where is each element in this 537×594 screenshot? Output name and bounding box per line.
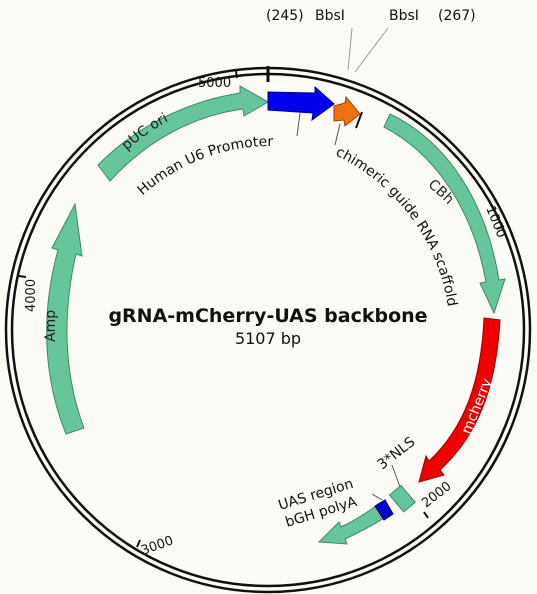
plasmid-title: gRNA-mCherry-UAS backbone xyxy=(108,305,427,327)
bgh-leader xyxy=(371,493,383,501)
human-u6-leader xyxy=(296,112,301,137)
mcherry-label: mcherry xyxy=(459,376,496,436)
bbsi-left-name: BbsI xyxy=(315,8,345,24)
plasmid-size: 5107 bp xyxy=(235,329,301,348)
cbh-feature xyxy=(383,113,506,315)
human-u6-promoter-label: Human U6 Promoter xyxy=(135,134,274,199)
uas-region-feature xyxy=(317,502,391,545)
amp-label: Amp xyxy=(43,310,59,342)
3xnls-leader xyxy=(391,464,401,488)
mcherry-feature xyxy=(418,317,501,483)
tick-label-3000: 3000 xyxy=(139,533,175,558)
tick-marks xyxy=(18,70,505,548)
human-u6-promoter-feature xyxy=(267,85,335,122)
bbsi-right-name: BbsI xyxy=(389,8,419,24)
tick-label-5000: 5000 xyxy=(198,76,231,91)
chimeric-leader xyxy=(334,123,341,146)
bbsi-site-lines xyxy=(347,27,389,73)
chimeric-guide-rna-feature xyxy=(333,95,361,127)
chimeric-terminator-tick xyxy=(355,111,363,129)
3xnls-feature xyxy=(388,484,416,513)
3xnls-label: 3*NLS xyxy=(375,434,419,473)
puc-ori-feature xyxy=(97,85,269,182)
bbsi-right-position: (267) xyxy=(438,8,476,24)
tick-label-2000: 2000 xyxy=(419,479,454,511)
tick-label-4000: 4000 xyxy=(24,279,39,312)
bgh-polya-feature xyxy=(374,499,394,521)
amp-feature xyxy=(46,202,85,435)
bbsi-left-position: (245) xyxy=(266,8,304,24)
